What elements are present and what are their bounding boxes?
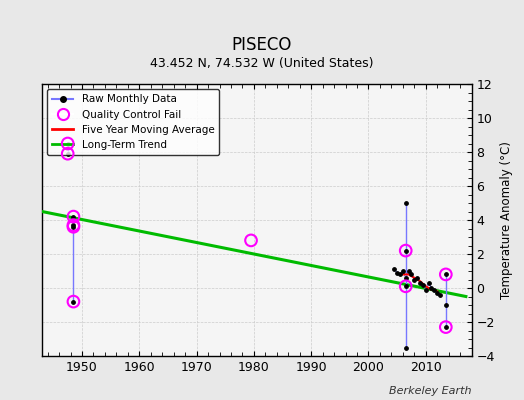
Point (422, 286, 430, 293)
Point (399, 268, 407, 274)
Point (424, 280, 433, 286)
Point (393, 270, 401, 276)
Point (436, 292, 444, 298)
Text: PISECO: PISECO (232, 36, 292, 54)
Point (69, 222, 78, 228)
Point (69, 298, 78, 305)
Point (413, 274, 421, 281)
Point (401, 274, 410, 281)
Point (69, 222, 78, 228)
Point (410, 276, 419, 283)
Point (442, 271, 450, 278)
Point (419, 282, 427, 288)
Point (405, 268, 413, 274)
Point (69, 298, 78, 305)
Point (247, 237, 255, 244)
Text: 43.452 N, 74.532 W (United States): 43.452 N, 74.532 W (United States) (150, 57, 374, 70)
Point (396, 271, 404, 278)
Y-axis label: Temperature Anomaly (°C): Temperature Anomaly (°C) (500, 141, 514, 299)
Point (63, 140, 72, 147)
Point (63, 150, 72, 157)
Text: Berkeley Earth: Berkeley Earth (389, 386, 472, 396)
Point (416, 280, 424, 286)
Point (63, 150, 72, 157)
Point (401, 200, 410, 206)
Point (390, 266, 398, 272)
Legend: Raw Monthly Data, Quality Control Fail, Five Year Moving Average, Long-Term Tren: Raw Monthly Data, Quality Control Fail, … (47, 89, 220, 155)
Point (401, 344, 410, 351)
Point (69, 214, 78, 220)
Point (442, 324, 450, 330)
Point (433, 290, 441, 296)
Point (427, 285, 435, 291)
Point (401, 283, 410, 290)
Point (63, 140, 72, 147)
Point (69, 224, 78, 230)
Point (69, 224, 78, 230)
Point (430, 286, 439, 293)
Point (69, 214, 78, 220)
Point (401, 283, 410, 290)
Point (442, 302, 450, 308)
Point (407, 271, 416, 278)
Point (442, 271, 450, 278)
Point (442, 324, 450, 330)
Point (401, 247, 410, 254)
Point (401, 247, 410, 254)
